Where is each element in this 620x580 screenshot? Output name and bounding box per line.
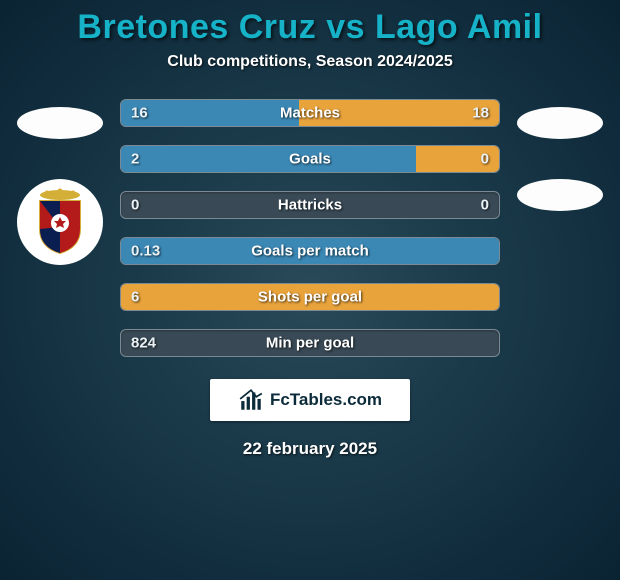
stat-bars: 16 Matches 18 2 Goals 0 0 Hattricks 0 xyxy=(120,99,500,357)
bar-right-value: 18 xyxy=(472,105,489,122)
source-badge[interactable]: FcTables.com xyxy=(210,379,410,421)
bar-left-value: 6 xyxy=(131,289,139,306)
right-player-photo xyxy=(517,107,603,139)
bar-label: Goals per match xyxy=(251,243,369,260)
left-player-col xyxy=(12,99,108,265)
stat-bar-matches: 16 Matches 18 xyxy=(120,99,500,127)
bar-label: Goals xyxy=(289,151,331,168)
page-subtitle: Club competitions, Season 2024/2025 xyxy=(0,53,620,71)
bar-right-value: 0 xyxy=(481,151,489,168)
page-title: Bretones Cruz vs Lago Amil xyxy=(0,8,620,47)
content-root: Bretones Cruz vs Lago Amil Club competit… xyxy=(0,0,620,580)
bar-right-value: 0 xyxy=(481,197,489,214)
stat-bar-min-per-goal: 824 Min per goal xyxy=(120,329,500,357)
bar-label: Matches xyxy=(280,105,340,122)
bar-label: Min per goal xyxy=(266,335,354,352)
left-player-photo xyxy=(17,107,103,139)
bar-label: Shots per goal xyxy=(258,289,362,306)
date-text: 22 february 2025 xyxy=(0,439,620,459)
bar-label: Hattricks xyxy=(278,197,342,214)
bar-left-value: 0 xyxy=(131,197,139,214)
comparison-row: 16 Matches 18 2 Goals 0 0 Hattricks 0 xyxy=(0,99,620,357)
bar-left-value: 0.13 xyxy=(131,243,160,260)
bar-left-fill xyxy=(121,146,416,172)
bar-left-value: 824 xyxy=(131,335,156,352)
right-team-logo xyxy=(517,179,603,211)
stat-bar-hattricks: 0 Hattricks 0 xyxy=(120,191,500,219)
shield-icon xyxy=(25,187,95,257)
stat-bar-goals-per-match: 0.13 Goals per match xyxy=(120,237,500,265)
source-badge-text: FcTables.com xyxy=(270,390,382,410)
bar-left-value: 2 xyxy=(131,151,139,168)
bar-left-value: 16 xyxy=(131,105,148,122)
left-team-logo xyxy=(17,179,103,265)
stat-bar-goals: 2 Goals 0 xyxy=(120,145,500,173)
bar-chart-icon xyxy=(238,387,264,413)
stat-bar-shots-per-goal: 6 Shots per goal xyxy=(120,283,500,311)
right-player-col xyxy=(512,99,608,211)
